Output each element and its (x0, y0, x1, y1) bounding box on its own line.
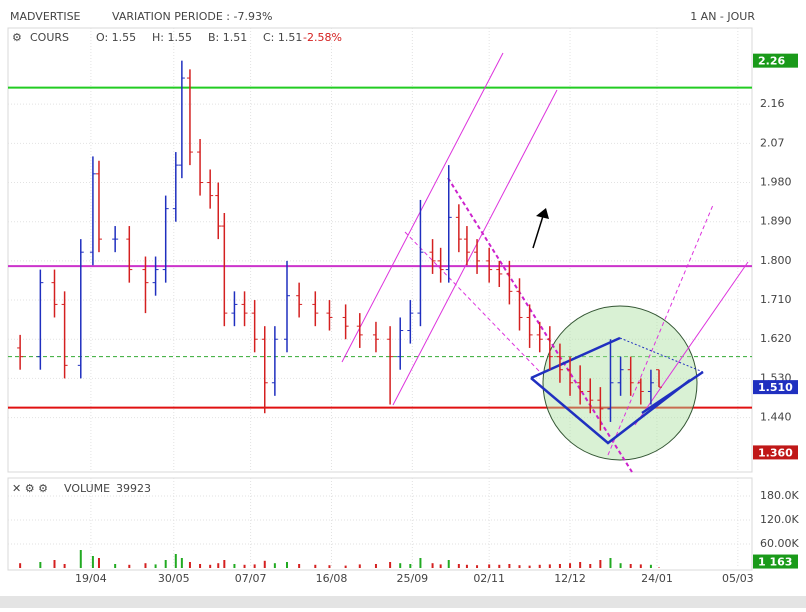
subtitle: VARIATION PERIODE : -7.93% (112, 10, 272, 23)
triangle-tool (530, 377, 691, 445)
title: MADVERTISE (10, 10, 81, 23)
arrow-head (536, 208, 549, 219)
y-tick-label: 180.0K (760, 489, 799, 502)
triangle-tool (641, 370, 704, 415)
y-tick-label: 1.620 (760, 332, 792, 345)
legend-open: O: 1.55 (96, 31, 136, 44)
y-tick-label: 1.440 (760, 411, 792, 424)
channel-line (404, 231, 541, 373)
channel-line (634, 261, 749, 426)
price-marker-label: 2.26 (758, 55, 785, 68)
x-tick-label: 25/09 (396, 572, 428, 585)
y-tick-label: 1.980 (760, 176, 792, 189)
volume-marker (753, 554, 798, 569)
volume-value: 39923 (116, 482, 151, 495)
x-tick-label: 02/11 (473, 572, 505, 585)
x-tick-label: 16/08 (316, 572, 348, 585)
volume-panel (7, 477, 753, 571)
close-icon[interactable]: ✕ ⚙ ⚙ (12, 482, 48, 495)
x-tick-label: 30/05 (158, 572, 190, 585)
channel-line (392, 89, 558, 406)
legend-name: COURS (30, 31, 69, 44)
y-tick-label: 2.16 (760, 97, 785, 110)
x-tick-label: 12/12 (554, 572, 586, 585)
volume-marker-label: 1 163 (758, 556, 792, 569)
price-marker (753, 445, 798, 460)
y-tick-label: 120.0K (760, 513, 799, 526)
price-marker (753, 53, 798, 68)
arrow (532, 215, 544, 249)
legend-high: H: 1.55 (152, 31, 192, 44)
channel-line (447, 177, 633, 473)
period[interactable]: 1 AN - JOUR (690, 10, 755, 23)
gear-icon[interactable]: ⚙ (12, 31, 22, 44)
scrollbar[interactable] (0, 596, 806, 608)
y-tick-label: 2.07 (760, 136, 785, 149)
y-tick-label: 1.800 (760, 254, 792, 267)
volume-bars (19, 550, 660, 568)
price-marker-label: 1.360 (758, 446, 793, 459)
y-tick-label: 1.890 (760, 215, 792, 228)
triangle-tool (619, 337, 704, 373)
channel-line (341, 52, 504, 363)
y-tick-label: 1.710 (760, 293, 792, 306)
legend-low: B: 1.51 (208, 31, 247, 44)
x-tick-label: 05/03 (722, 572, 754, 585)
y-tick-label: 60.00K (760, 537, 799, 550)
legend-change: -2.58% (303, 31, 342, 44)
channel-line (607, 204, 714, 456)
price-marker-label: 1.510 (758, 381, 793, 394)
price-bars (17, 60, 662, 431)
x-tick-label: 07/07 (235, 572, 267, 585)
price-panel (7, 27, 753, 473)
triangle-tool (530, 336, 621, 380)
x-tick-label: 24/01 (641, 572, 673, 585)
volume-title: VOLUME (64, 482, 110, 495)
x-tick-label: 19/04 (75, 572, 107, 585)
price-marker (753, 380, 798, 395)
legend-close: C: 1.51 (263, 31, 302, 44)
